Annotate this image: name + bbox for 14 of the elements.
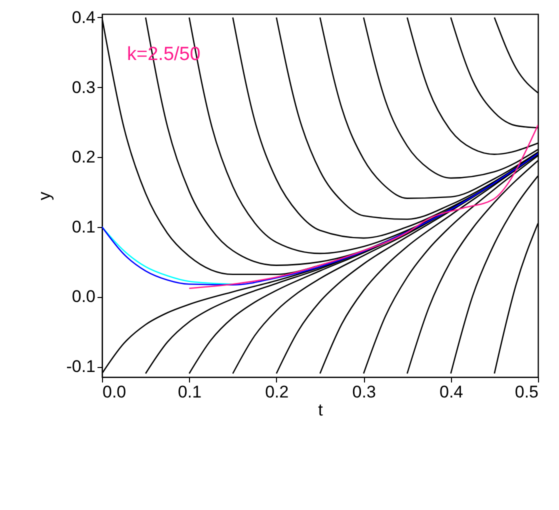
x-tick-label: 0.1 <box>178 382 202 402</box>
y-axis-title: y <box>35 191 54 200</box>
x-tick-label: 0.0 <box>102 382 126 402</box>
y-tick-label: 0.0 <box>72 287 96 306</box>
x-axis-title: t <box>318 400 324 420</box>
y-tick-label: -0.1 <box>66 357 96 376</box>
x-tick-label: 0.3 <box>352 382 376 402</box>
x-tick-label: 0.4 <box>439 382 464 402</box>
y-tick-label: 0.4 <box>72 8 96 27</box>
x-tick-label: 0.2 <box>265 382 289 402</box>
x-tick-label: 0.5 <box>514 382 538 402</box>
y-tick-label: 0.2 <box>72 148 96 167</box>
y-tick-label: 0.3 <box>72 78 96 97</box>
y-tick-label: 0.1 <box>72 217 96 236</box>
